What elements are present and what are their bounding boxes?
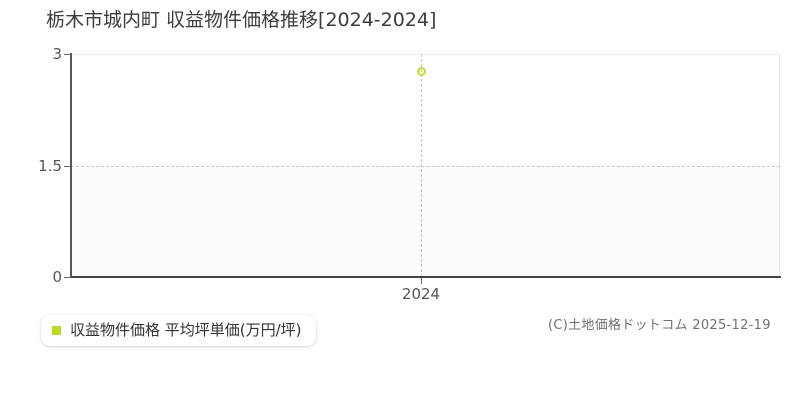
x-tick-label-2024: 2024 bbox=[401, 285, 441, 303]
x-tick-mark-2024 bbox=[421, 278, 422, 284]
x-axis-line bbox=[70, 276, 781, 278]
gridline-y-1.5 bbox=[71, 166, 780, 167]
y-tick-mark-0 bbox=[64, 277, 71, 278]
y-tick-label-1.5: 1.5 bbox=[38, 157, 62, 175]
plot-border-right bbox=[779, 54, 780, 277]
plot-area bbox=[71, 54, 780, 277]
gridline-x-2024 bbox=[421, 54, 422, 277]
copyright-credit: (C)土地価格ドットコム 2025-12-19 bbox=[548, 318, 771, 333]
y-tick-mark-1.5 bbox=[64, 166, 71, 167]
page-title: 栃木市城内町 収益物件価格推移[2024-2024] bbox=[46, 9, 437, 31]
plot-border-top bbox=[71, 54, 780, 55]
legend-swatch-icon bbox=[52, 326, 61, 335]
y-tick-mark-3 bbox=[64, 54, 71, 55]
plot-band-lower bbox=[71, 166, 780, 277]
y-tick-label-3: 3 bbox=[52, 45, 62, 63]
y-axis-line bbox=[70, 53, 72, 278]
legend-item-label[interactable]: 収益物件価格 平均坪単価(万円/坪) bbox=[70, 321, 302, 339]
data-point-marker[interactable] bbox=[416, 66, 426, 76]
y-tick-label-0: 0 bbox=[52, 268, 62, 286]
legend: 収益物件価格 平均坪単価(万円/坪) bbox=[41, 315, 316, 346]
